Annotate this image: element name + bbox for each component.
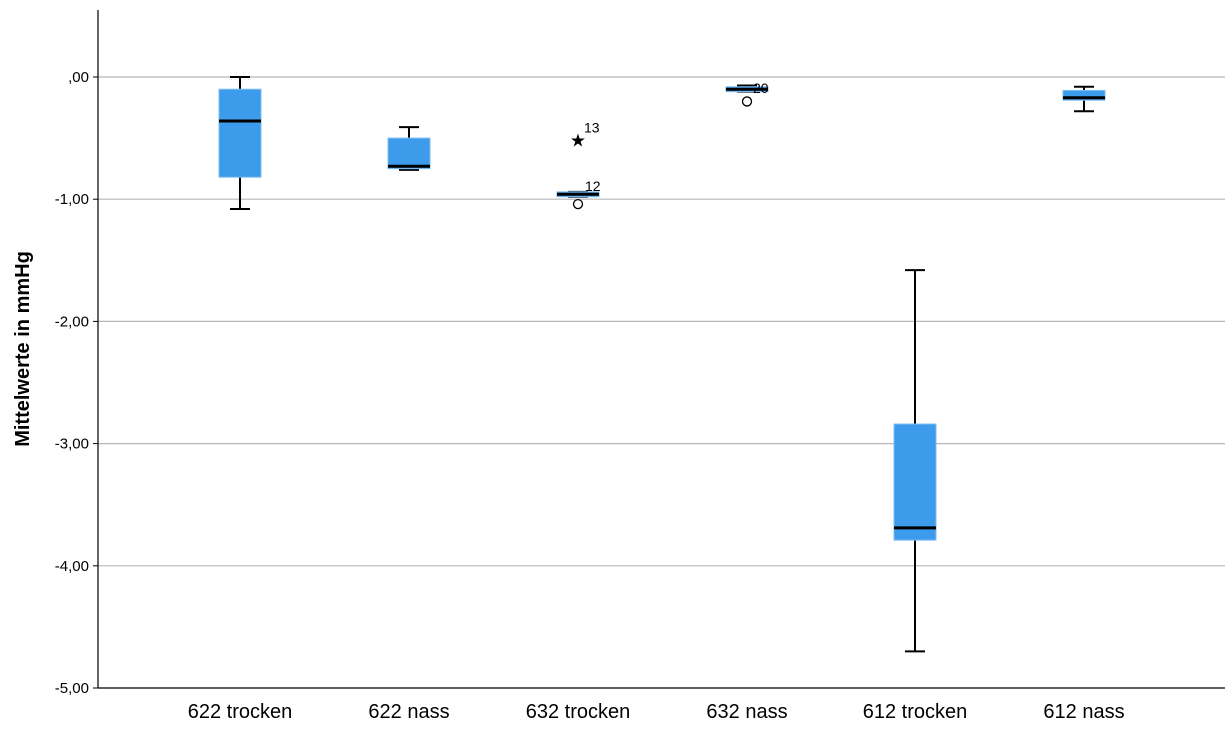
- y-tick-label-1: -1,00: [55, 191, 89, 208]
- box-group-2: ★13 12: [556, 120, 601, 210]
- box-1: [387, 137, 431, 170]
- box-4: [893, 423, 937, 541]
- y-axis-title: Mittelwerte in mmHg: [12, 251, 34, 447]
- axis-layer: ,00 -1,00 -2,00 -3,00 -4,00 -5,00 622 trocken 6…: [55, 10, 1225, 723]
- y-tick-label-2: -2,00: [55, 313, 89, 330]
- box-group-3: 20: [725, 80, 769, 107]
- box-group-0: [218, 76, 262, 210]
- box-5: [1062, 89, 1106, 101]
- box-group-5: [1062, 85, 1106, 113]
- outlier-label-2-1: 12: [585, 178, 601, 194]
- box-group-1: [387, 126, 431, 171]
- outlier-label-3-0: 20: [753, 80, 769, 96]
- x-tick-label-1: 622 nass: [368, 701, 449, 723]
- x-tick-label-0: 622 trocken: [188, 701, 293, 723]
- y-tick-label-5: -5,00: [55, 680, 89, 697]
- box-group-4: [893, 269, 937, 653]
- outlier-circle-2-1: [572, 198, 584, 210]
- y-tick-label-0: ,00: [68, 69, 89, 86]
- outlier-star-2-0: ★: [570, 131, 586, 151]
- outlier-circle-3-0: [741, 96, 753, 107]
- outlier-label-2-0: 13: [584, 120, 600, 136]
- x-tick-label-2: 632 trocken: [526, 701, 631, 723]
- box-layer: ★13 12 20: [218, 76, 1106, 653]
- box-0: [218, 88, 262, 178]
- x-tick-label-5: 612 nass: [1043, 701, 1124, 723]
- grid-layer: [98, 76, 1225, 567]
- y-tick-label-4: -4,00: [55, 558, 89, 575]
- x-tick-label-4: 612 trocken: [863, 701, 968, 723]
- y-tick-label-3: -3,00: [55, 436, 89, 453]
- x-tick-label-3: 632 nass: [706, 701, 787, 723]
